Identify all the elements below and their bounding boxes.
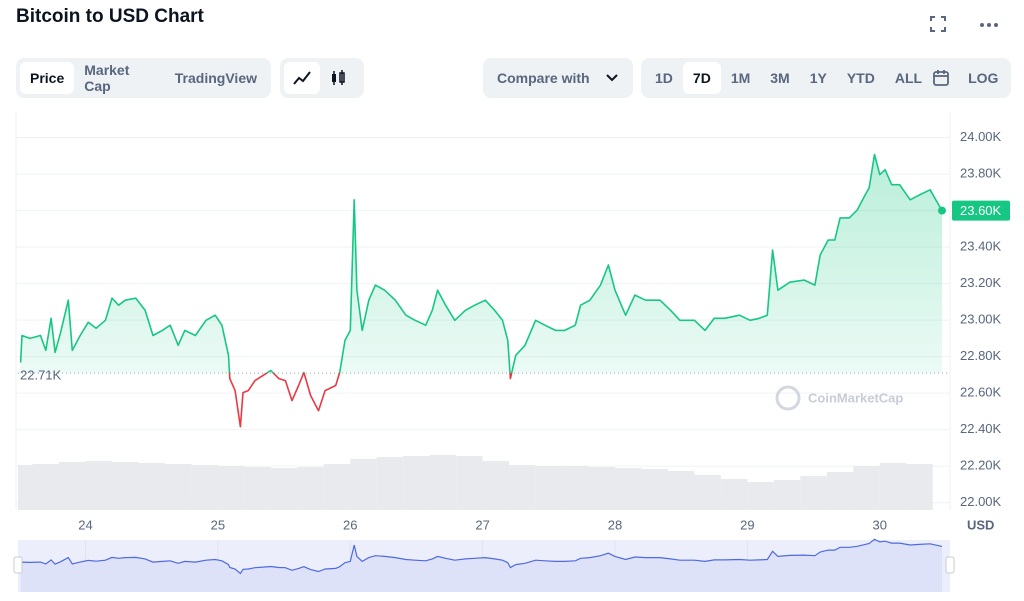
volume-bar: [403, 456, 430, 510]
watermark: CoinMarketCap: [808, 390, 903, 405]
price-line: [19, 153, 943, 428]
volume-bar: [244, 467, 271, 510]
volume-bar: [323, 464, 351, 510]
tab-group: Price Market Cap TradingView: [16, 58, 271, 98]
volume-bar: [32, 464, 60, 510]
volume-bar: [509, 465, 536, 510]
candle-chart-button[interactable]: [320, 62, 356, 94]
volume-bar: [456, 456, 483, 510]
volume-bar: [800, 476, 827, 510]
volume-bar: [562, 466, 589, 510]
volume-bar: [747, 482, 774, 510]
y-tick-label: 23.80K: [960, 166, 1002, 181]
volume-bar: [164, 464, 192, 510]
compare-label: Compare with: [497, 70, 590, 86]
y-tick-label: 23.20K: [960, 275, 1002, 290]
volume-bar: [59, 462, 86, 510]
volume-bar: [720, 479, 748, 510]
price-area: [20, 154, 942, 374]
calendar-button[interactable]: [932, 62, 950, 94]
range-button[interactable]: 7D: [682, 62, 721, 94]
volume-bar: [270, 468, 298, 510]
volume-bar: [879, 463, 907, 510]
range-button[interactable]: 1Y: [809, 70, 827, 86]
x-tick-label: 28: [608, 517, 622, 532]
range-button[interactable]: 3M: [770, 70, 790, 86]
volume-bar: [906, 464, 933, 510]
volume-bar: [694, 475, 721, 510]
navigator-handle-left[interactable]: [13, 556, 23, 574]
volume-bar: [85, 461, 112, 510]
baseline-label: 22.71K: [20, 368, 62, 383]
y-tick-label: 24.00K: [960, 129, 1002, 144]
x-tick-label: 25: [211, 517, 225, 532]
navigator-line: [20, 538, 943, 575]
navigator-area: [20, 539, 943, 592]
current-price-box: [952, 200, 1010, 221]
range-button[interactable]: 1D: [655, 70, 673, 86]
volume-bar: [217, 466, 245, 510]
current-price-label: 23.60K: [960, 203, 1002, 218]
volume-bar: [191, 465, 218, 510]
x-tick-label: 26: [343, 517, 357, 532]
more-icon[interactable]: [978, 14, 1000, 34]
fullscreen-icon[interactable]: [928, 14, 948, 34]
range-button[interactable]: ALL: [894, 70, 923, 86]
page-title: Bitcoin to USD Chart: [16, 6, 204, 27]
y-tick-label: 22.60K: [960, 385, 1002, 400]
x-tick-label: 24: [78, 517, 92, 532]
navigator-handle-right[interactable]: [945, 556, 955, 574]
volume-bar: [615, 468, 642, 510]
volume-bar: [853, 466, 880, 510]
log-button[interactable]: LOG: [968, 70, 999, 86]
volume-bar: [535, 466, 563, 510]
y-tick-label: 22.20K: [960, 458, 1002, 473]
range-button[interactable]: YTD: [846, 70, 875, 86]
y-tick-label: 23.00K: [960, 312, 1002, 327]
compare-dropdown[interactable]: Compare with: [483, 58, 633, 98]
y-tick-label: 22.80K: [960, 348, 1002, 363]
unit-label: USD: [967, 517, 994, 532]
volume-bar: [350, 459, 377, 510]
volume-bar: [482, 461, 510, 510]
x-tick-label: 30: [873, 517, 887, 532]
volume-bar: [138, 463, 165, 510]
volume-bar: [773, 480, 801, 510]
line-chart-button[interactable]: [284, 62, 320, 94]
y-tick-label: 22.40K: [960, 421, 1002, 436]
volume-bar: [376, 457, 404, 510]
volume-bar: [297, 467, 324, 510]
volume-bar: [588, 467, 616, 510]
chart-type-group: [280, 58, 364, 98]
tab[interactable]: TradingView: [174, 70, 257, 86]
x-tick-label: 27: [475, 517, 489, 532]
tab[interactable]: Price: [20, 62, 75, 94]
y-tick-label: 22.00K: [960, 494, 1002, 509]
volume-bar: [429, 455, 457, 510]
volume-bar: [111, 462, 139, 510]
range-button[interactable]: 1M: [730, 70, 751, 86]
volume-bar: [667, 471, 695, 510]
x-tick-label: 29: [740, 517, 754, 532]
y-tick-label: 23.40K: [960, 239, 1002, 254]
last-point: [938, 206, 946, 215]
volume-bar: [826, 472, 854, 510]
watermark-logo: [775, 385, 801, 411]
tab[interactable]: Market Cap: [84, 62, 130, 94]
volume-bar: [641, 469, 668, 510]
range-group: 1D 7D 1M 3M 1Y YTD ALL LOG: [641, 58, 1011, 98]
